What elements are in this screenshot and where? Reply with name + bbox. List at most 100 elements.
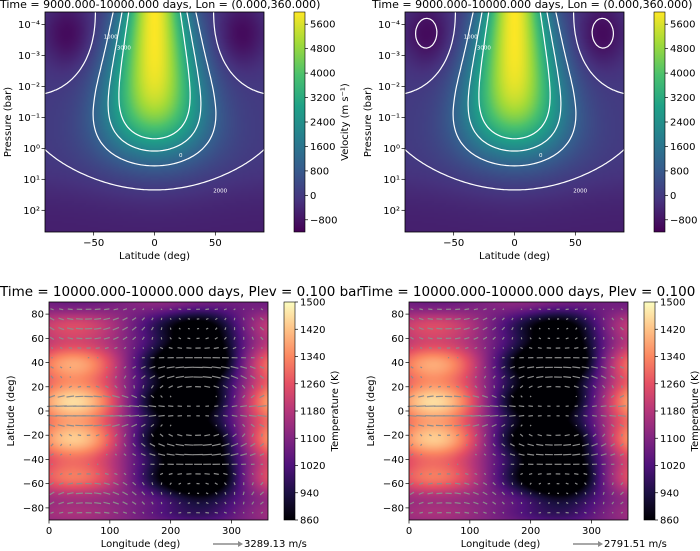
- zonal-wind-left-cbar-tick-label: 5600: [310, 20, 335, 31]
- temperature-right-wind-arrow: [428, 347, 432, 349]
- temperature-right-wind-arrow: [409, 491, 415, 496]
- temperature-right-wind-arrow: [502, 385, 505, 389]
- temperature-right-wind-arrow: [520, 327, 523, 330]
- temperature-right-wind-arrow: [610, 394, 615, 398]
- temperature-left-wind-arrow: [140, 375, 146, 380]
- temperature-left-xtick-label: 300: [222, 526, 241, 537]
- temperature-left-wind-arrow: [59, 433, 63, 437]
- zonal-wind-left-cbar-tick-label: 800: [310, 166, 329, 177]
- temperature-right-wind-arrow: [527, 366, 535, 369]
- temperature-right-wind-arrow: [535, 453, 544, 456]
- temperature-left-wind-arrow: [140, 453, 146, 457]
- temperature-left-wind-arrow: [112, 394, 120, 398]
- temperature-right-wind-arrow: [600, 375, 607, 379]
- temperature-right-cbar-tick-label: 1260: [660, 379, 685, 390]
- temperature-right-xlabel: Longitude (deg): [461, 539, 541, 550]
- temperature-left-wind-arrow: [175, 453, 185, 456]
- temperature-right-wind-arrow: [465, 385, 469, 389]
- temperature-left-wind-arrow: [132, 511, 136, 514]
- temperature-right-ytick-label: −60: [383, 479, 404, 490]
- temperature-right-wind-arrow: [563, 453, 572, 456]
- temperature-left-wind-arrow: [123, 308, 128, 311]
- temperature-left-wind-arrow: [251, 491, 255, 496]
- temperature-left-wind-arrow: [131, 423, 138, 428]
- temperature-left-wind-arrow: [251, 308, 254, 311]
- temperature-left-wind-arrow: [241, 433, 246, 438]
- temperature-right-wind-arrow: [491, 394, 497, 399]
- temperature-right-wind-arrow: [592, 405, 597, 408]
- temperature-right-wind-arrow: [528, 415, 533, 417]
- temperature-left-wind-arrow: [223, 482, 227, 486]
- temperature-right-wind-arrow: [453, 424, 462, 427]
- temperature-left-wind-arrow: [49, 326, 55, 331]
- temperature-left-wind-arrow: [233, 336, 236, 340]
- temperature-left-xtick-label: 0: [46, 526, 52, 537]
- temperature-left-wind-arrow: [131, 394, 138, 399]
- temperature-right-wind-arrow: [427, 337, 433, 340]
- temperature-left-wind-arrow: [233, 511, 236, 514]
- zonal-wind-left-xtick-label: 50: [209, 238, 222, 249]
- temperature-left-wind-arrow: [114, 385, 118, 389]
- temperature-right-wind-arrow: [520, 424, 523, 427]
- temperature-left-ytick-label: −60: [23, 479, 44, 490]
- temperature-left-wind-arrow: [103, 327, 111, 331]
- temperature-right-wind-arrow: [620, 501, 624, 505]
- temperature-right-wind-arrow: [600, 405, 607, 408]
- temperature-right-wind-arrow: [592, 385, 597, 389]
- temperature-right-wind-arrow: [529, 337, 532, 340]
- temperature-right-wind-arrow: [584, 511, 587, 514]
- temperature-right-wind-arrow: [511, 472, 514, 476]
- temperature-right-wind-arrow: [472, 491, 479, 495]
- temperature-left-wind-arrow: [202, 443, 212, 446]
- temperature-left-wind-arrow: [93, 424, 102, 427]
- temperature-right-wind-arrow: [411, 385, 413, 389]
- temperature-left-wind-arrow: [166, 375, 175, 379]
- temperature-left-wind-arrow: [68, 347, 73, 349]
- temperature-right-wind-arrow: [520, 511, 523, 514]
- temperature-right-wind-arrow: [453, 395, 462, 398]
- temperature-left-cbar-tick-label: 1020: [300, 461, 325, 472]
- temperature-right-wind-arrow: [602, 394, 606, 398]
- temperature-right-wind-arrow: [602, 433, 606, 437]
- temperature-left-wind-arrow: [131, 317, 137, 321]
- temperature-left-title: Time = 10000.000-10000.000 days, Plev = …: [0, 284, 362, 300]
- temperature-left-wind-arrow: [177, 347, 183, 349]
- temperature-left-wind-arrow: [140, 423, 146, 428]
- temperature-right-wind-arrow: [483, 511, 487, 514]
- temperature-left-wind-arrow: [76, 502, 83, 504]
- zonal-wind-right-cbar-tick-label: 0: [670, 191, 676, 202]
- temperature-left-wind-arrow: [150, 423, 155, 428]
- zonal-wind-left-ytick-label: 10⁻³: [18, 51, 40, 62]
- temperature-right-wind-arrow: [427, 502, 434, 505]
- zonal-wind-left-contour: [118, 11, 191, 140]
- temperature-left-wind-arrow: [214, 308, 219, 311]
- temperature-left-wind-arrow: [232, 346, 237, 350]
- temperature-right-wind-arrow: [529, 502, 532, 505]
- temperature-right-wind-arrow: [611, 308, 614, 311]
- temperature-right-wind-arrow: [426, 424, 434, 427]
- temperature-right-wind-arrow: [574, 405, 579, 407]
- temperature-right-wind-arrow: [480, 414, 490, 417]
- temperature-left-wind-arrow: [149, 442, 156, 447]
- temperature-left-wind-arrow: [259, 365, 265, 369]
- zonal-wind-right-ytick-label: 10⁻⁴: [378, 20, 400, 31]
- zonal-wind-right-ytick-label: 10⁻¹: [378, 113, 400, 124]
- temperature-left-wind-arrow: [50, 366, 54, 369]
- temperature-left-cbar-tick-label: 1260: [300, 379, 325, 390]
- temperature-left-wind-arrow: [58, 336, 64, 340]
- temperature-right-wind-arrow: [610, 453, 616, 456]
- temperature-right-wind-arrow: [611, 326, 615, 331]
- temperature-left-wind-arrow: [69, 366, 72, 369]
- temperature-right-wind-arrow: [482, 394, 488, 398]
- temperature-left-wind-arrow: [214, 511, 219, 514]
- temperature-right-wind-arrow: [592, 433, 597, 437]
- temperature-right-wind-arrow: [492, 375, 496, 379]
- temperature-left-wind-arrow: [103, 482, 110, 486]
- temperature-right-wind-arrow: [509, 366, 516, 369]
- temperature-left-wind-arrow: [251, 482, 254, 486]
- temperature-left-wind-arrow: [59, 443, 63, 447]
- temperature-left-wind-arrow: [175, 443, 184, 447]
- temperature-left-wind-arrow: [129, 414, 140, 417]
- temperature-left-ytick-label: 40: [31, 358, 44, 369]
- zonal-wind-right-ytick-label: 10⁻³: [378, 51, 400, 62]
